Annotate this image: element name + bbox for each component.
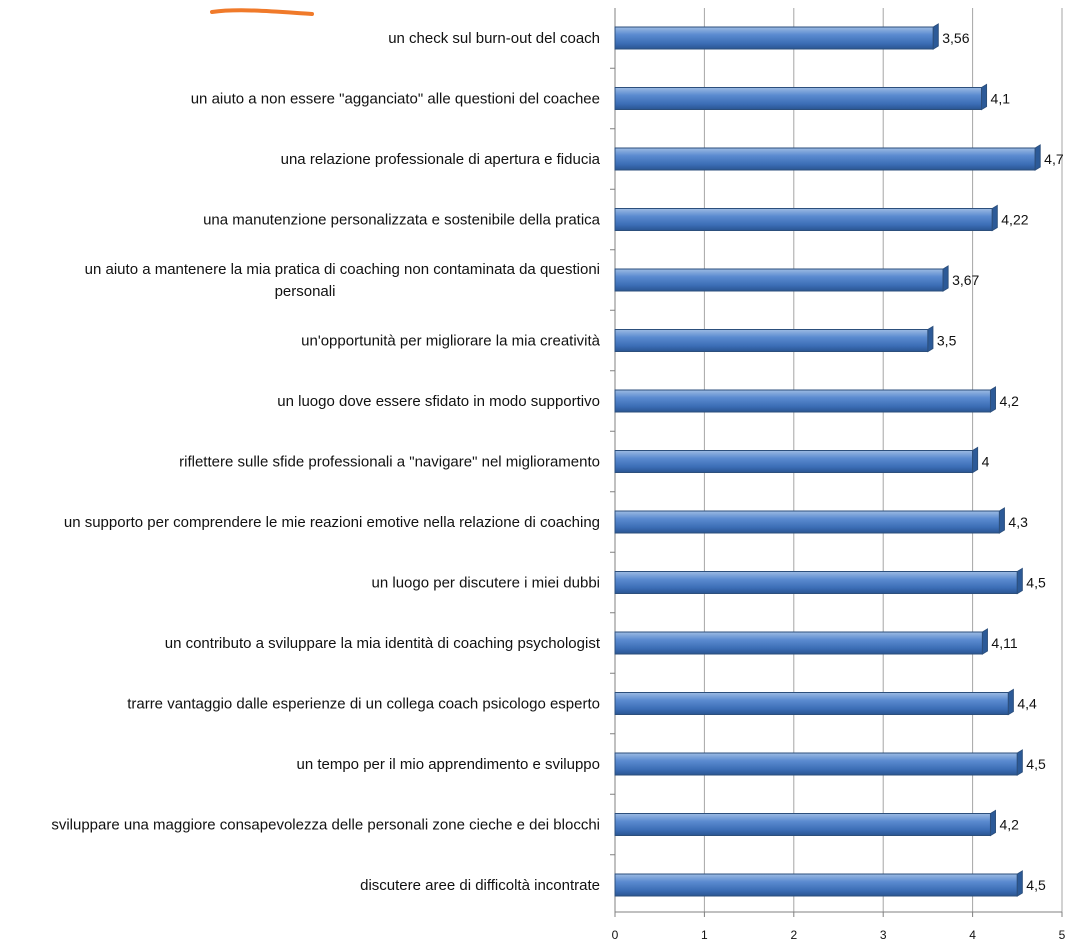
bar: [614, 571, 1018, 594]
bar: [614, 752, 1018, 776]
bar: [614, 450, 974, 473]
x-tick-label: 2: [790, 928, 797, 942]
bar: [614, 26, 934, 50]
bar: [614, 813, 991, 836]
data-label: 4,1: [991, 91, 1011, 107]
category-label: un luogo per discutere i miei dubbi: [372, 575, 600, 592]
bar-end-cap: [981, 83, 988, 111]
data-label: 3,56: [942, 30, 969, 46]
data-label: 4,22: [1001, 212, 1028, 228]
category-label: un luogo dove essere sfidato in modo sup…: [277, 393, 600, 410]
data-label: 4,11: [991, 635, 1017, 651]
data-label: 4,3: [1008, 514, 1028, 530]
data-label: 4,7: [1044, 151, 1064, 167]
bar: [614, 389, 991, 413]
bar: [614, 208, 993, 231]
bars: [614, 23, 1041, 897]
bar-end-cap: [1016, 567, 1023, 595]
x-tick-label: 0: [612, 928, 619, 942]
category-label: sviluppare una maggiore consapevolezza d…: [51, 817, 600, 834]
bar: [614, 147, 1036, 171]
bar: [614, 510, 1000, 534]
bar: [614, 873, 1018, 897]
bar-end-cap: [927, 325, 934, 353]
category-label: un check sul burn-out del coach: [388, 30, 600, 47]
x-tick-label: 5: [1059, 928, 1066, 942]
bar-end-cap: [998, 507, 1005, 534]
category-label: una relazione professionale di apertura …: [281, 151, 601, 168]
data-label: 4,4: [1017, 696, 1037, 712]
bar: [614, 268, 944, 292]
data-label: 3,5: [937, 333, 957, 349]
bar: [614, 87, 983, 110]
category-label: trarre vantaggio dalle esperienze di un …: [127, 696, 600, 713]
bar-end-cap: [989, 386, 996, 413]
category-label: personali: [275, 283, 336, 300]
x-tick-label: 3: [880, 928, 887, 942]
category-label: un aiuto a mantenere la mia pratica di c…: [85, 261, 600, 278]
category-label: una manutenzione personalizzata e sosten…: [203, 212, 601, 229]
data-label: 3,67: [952, 272, 979, 288]
category-label: discutere aree di difficoltà incontrate: [360, 877, 600, 894]
data-label: 4,2: [999, 393, 1019, 409]
bar-end-cap: [1034, 144, 1041, 171]
category-label: un'opportunità per migliorare la mia cre…: [301, 333, 601, 350]
x-tick-label: 4: [969, 928, 976, 942]
data-label: 4,2: [999, 817, 1019, 833]
category-labels: 3,56 un check sul burn-out del coach 4,1 un…: [51, 30, 1064, 894]
bar: [614, 692, 1009, 715]
category-label: un supporto per comprendere le mie reazi…: [64, 514, 600, 531]
bar-end-cap: [1007, 688, 1014, 716]
bar-end-cap: [932, 23, 939, 50]
bar-end-cap: [991, 204, 998, 232]
data-label: 4: [982, 454, 990, 470]
data-label: 4,5: [1026, 756, 1046, 772]
category-label: un aiuto a non essere "agganciato" alle …: [191, 91, 600, 108]
data-label: 4,5: [1026, 575, 1046, 591]
bar-end-cap: [1016, 870, 1023, 897]
bar-end-cap: [942, 265, 949, 292]
orange-underline-mark: [210, 8, 314, 16]
bar-end-cap: [1016, 749, 1023, 776]
category-label: riflettere sulle sfide professionali a "…: [179, 454, 600, 471]
bar-end-cap: [989, 809, 996, 837]
bar: [614, 631, 983, 655]
bar-end-cap: [972, 446, 979, 474]
x-tick-label: 1: [701, 928, 708, 942]
category-label: un tempo per il mio apprendimento e svil…: [296, 756, 600, 773]
data-label: 4,5: [1026, 877, 1046, 893]
bar: [614, 329, 929, 352]
bar-end-cap: [981, 628, 988, 655]
category-label: un contributo a sviluppare la mia identi…: [165, 635, 601, 652]
